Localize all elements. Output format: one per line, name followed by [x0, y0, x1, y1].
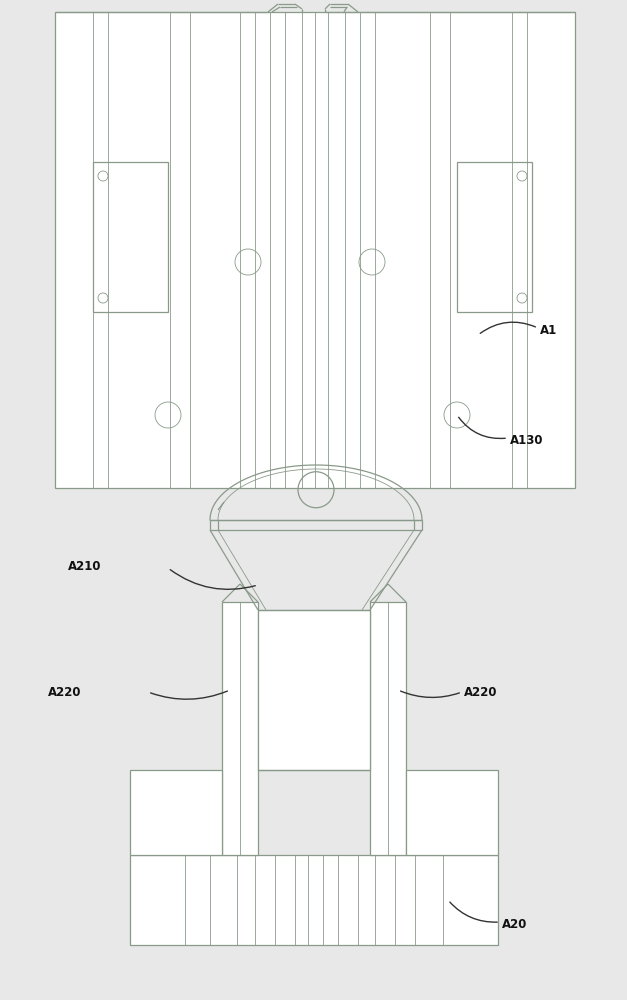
Text: A20: A20 — [502, 918, 527, 930]
Bar — [370, 602, 406, 855]
Bar — [406, 770, 498, 855]
Text: A220: A220 — [464, 686, 497, 698]
Text: A130: A130 — [510, 434, 544, 446]
Bar — [130, 855, 498, 945]
Bar — [55, 12, 575, 488]
Bar — [258, 610, 370, 770]
Text: A220: A220 — [48, 686, 82, 698]
Text: A210: A210 — [68, 560, 102, 574]
Bar — [130, 770, 222, 855]
Bar — [93, 162, 168, 312]
Bar — [222, 602, 258, 855]
Bar — [457, 162, 532, 312]
Text: A1: A1 — [540, 324, 557, 336]
